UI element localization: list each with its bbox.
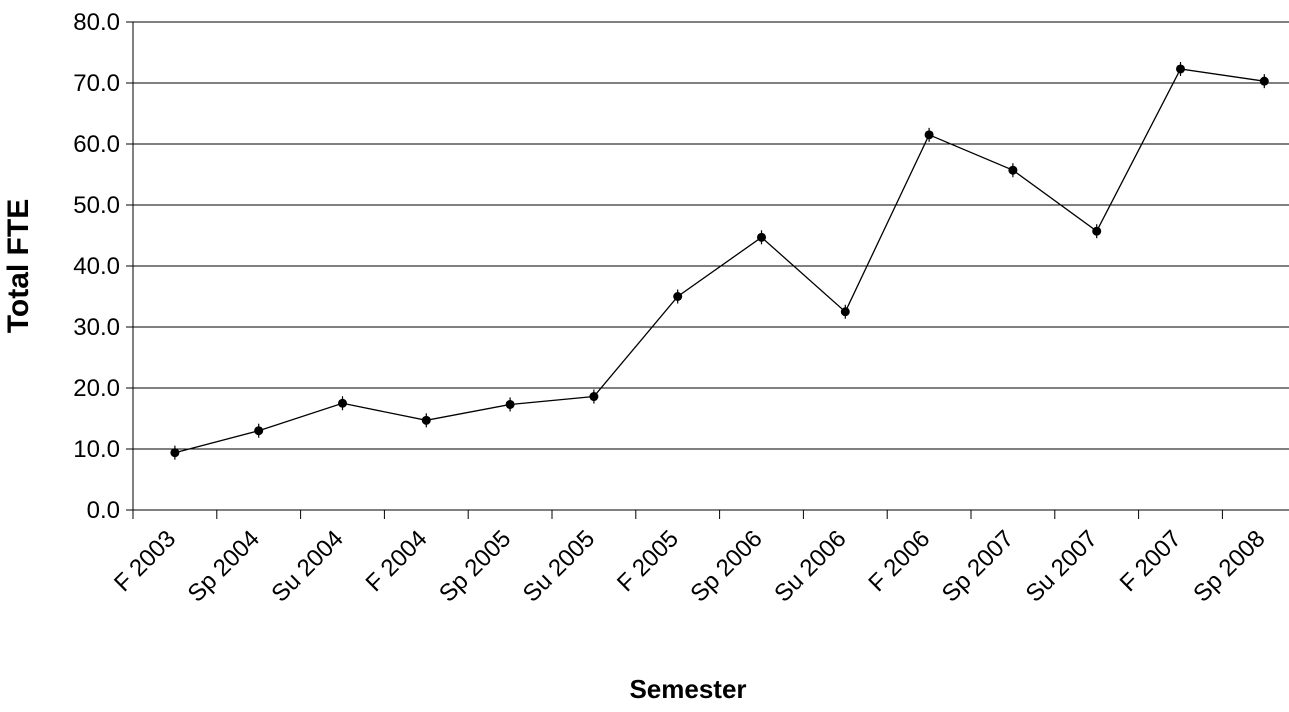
series-line	[170, 61, 1269, 460]
y-tick-label: 60.0	[73, 131, 120, 158]
data-point	[924, 130, 934, 140]
x-tick-label: Sp 2008	[1188, 525, 1270, 607]
data-point	[421, 415, 431, 425]
data-point	[1092, 226, 1102, 236]
data-point	[170, 448, 180, 458]
y-tick-label: 40.0	[73, 253, 120, 280]
x-axis: F 2003 Sp 2004 Su 2004 F 2004 Sp 2005 Su 2005…	[109, 22, 1271, 607]
x-tick-label: F 2006	[863, 525, 935, 597]
data-point	[673, 292, 683, 301]
data-point	[1176, 64, 1185, 74]
x-tick-label: F 2003	[109, 525, 181, 597]
y-tick-label: 0.0	[87, 497, 120, 524]
y-axis-ticks: 0.0 10.0 20.0 30.0 40.0 50.0 60.0 70.0 80.0	[73, 9, 133, 524]
gridlines	[133, 21, 1289, 511]
x-tick-label: Su 2006	[769, 525, 851, 607]
data-point	[757, 232, 766, 242]
data-point	[840, 307, 850, 317]
x-axis-label: Semester	[629, 674, 746, 704]
data-point	[254, 426, 264, 436]
x-tick-label: Sp 2006	[685, 525, 767, 607]
data-point	[1259, 76, 1269, 86]
y-tick-label: 10.0	[73, 436, 120, 463]
data-point	[589, 392, 599, 402]
x-tick-label: Su 2005	[518, 525, 600, 607]
y-tick-label: 20.0	[73, 375, 120, 402]
x-tick-label: F 2004	[361, 525, 433, 597]
y-axis-label: Total FTE	[2, 199, 35, 333]
x-tick-label: Sp 2005	[434, 525, 516, 607]
series-line-path	[174, 68, 1265, 454]
x-tick-label: Su 2007	[1021, 525, 1103, 607]
y-tick-label: 50.0	[73, 192, 120, 219]
x-tick-label: Sp 2004	[183, 525, 265, 607]
y-tick-label: 80.0	[73, 9, 120, 36]
x-tick-label: F 2007	[1115, 525, 1187, 597]
y-tick-label: 70.0	[73, 70, 120, 97]
data-point	[1008, 165, 1018, 175]
y-tick-label: 30.0	[73, 314, 120, 341]
x-tick-label: Su 2004	[266, 525, 348, 607]
data-point	[505, 399, 515, 409]
x-tick-label: F 2005	[612, 525, 684, 597]
x-tick-label: Sp 2007	[937, 525, 1019, 607]
data-point	[338, 398, 347, 408]
